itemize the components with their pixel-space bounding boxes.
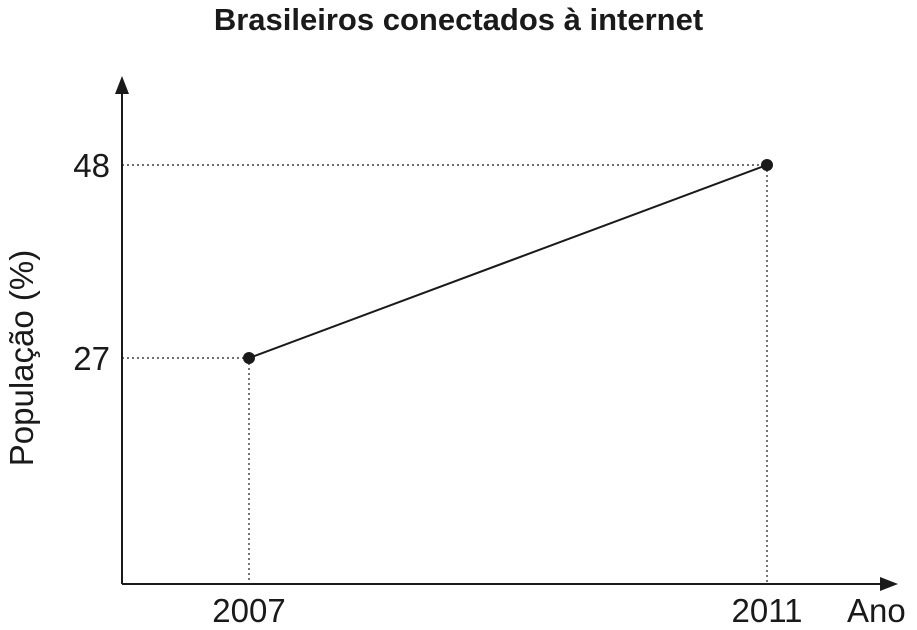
tick-labels: 27 48 2007 2011 (73, 147, 802, 629)
y-axis-label: População (%) (3, 250, 40, 466)
chart-title: Brasileiros conectados à internet (213, 2, 704, 37)
series-line (248, 164, 768, 359)
y-axis-arrow-icon (115, 76, 129, 94)
x-tick-label: 2007 (212, 592, 285, 629)
y-tick-label: 48 (73, 147, 110, 184)
x-tick-label: 2011 (732, 592, 803, 629)
data-point (761, 159, 773, 171)
x-axis-label: Ano (847, 592, 906, 629)
guide-lines (122, 164, 768, 584)
data-point (243, 352, 255, 364)
y-tick-label: 27 (73, 340, 110, 377)
series-layer (243, 159, 773, 364)
x-axis-arrow-icon (880, 577, 898, 591)
